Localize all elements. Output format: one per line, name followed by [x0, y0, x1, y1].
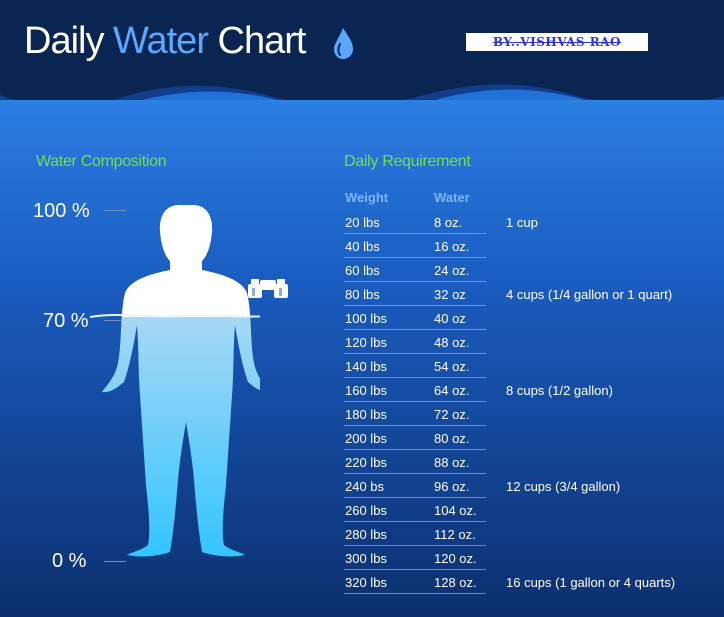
row-divider [344, 569, 486, 570]
level-70: 70 % [43, 310, 89, 332]
level-100-tick [104, 210, 126, 211]
water-cell: 104 oz. [434, 503, 477, 518]
water-cell: 64 oz. [434, 383, 470, 398]
weight-cell: 240 bs [345, 479, 385, 494]
page-title: Daily Water Chart [24, 20, 307, 63]
row-divider [344, 425, 486, 426]
title-part-water: Water [113, 20, 209, 62]
row-divider [344, 233, 486, 234]
binoculars-icon [248, 279, 288, 298]
weight-cell: 220 lbs [345, 455, 387, 470]
row-divider [344, 305, 486, 306]
row-divider [344, 473, 486, 474]
row-divider [344, 593, 486, 594]
weight-cell: 140 lbs [345, 359, 387, 374]
composition-title: Water Composition [36, 153, 167, 170]
requirement-title: Daily Requirement [344, 153, 471, 170]
row-divider [344, 497, 486, 498]
row-divider [344, 281, 486, 282]
table-row: 20 lbs 8 oz. 1 cup [344, 210, 724, 234]
row-divider [344, 353, 486, 354]
table-row: 100 lbs 40 oz [344, 306, 724, 330]
table-row: 140 lbs 54 oz. [344, 354, 724, 378]
weight-cell: 20 lbs [345, 215, 380, 230]
table-row: 240 bs 96 oz. 12 cups (3/4 gallon) [344, 474, 724, 498]
level-0-tick [104, 561, 126, 562]
row-divider [344, 377, 486, 378]
level-100: 100 % [33, 200, 90, 222]
weight-cell: 320 lbs [345, 575, 387, 590]
weight-cell: 200 lbs [345, 431, 387, 446]
water-cell: 88 oz. [434, 455, 470, 470]
table-row: 40 lbs 16 oz. [344, 234, 724, 258]
water-cell: 112 oz. [434, 527, 476, 542]
requirement-table: 20 lbs 8 oz. 1 cup 40 lbs 16 oz. 60 lbs 24 o… [344, 210, 724, 594]
water-cell: 72 oz. [434, 407, 470, 422]
row-divider [344, 401, 486, 402]
table-row: 260 lbs 104 oz. [344, 498, 724, 522]
weight-cell: 80 lbs [345, 287, 380, 302]
table-row: 180 lbs 72 oz. [344, 402, 724, 426]
table-row: 300 lbs 120 oz. [344, 546, 724, 570]
table-row: 160 lbs 64 oz. 8 cups (1/2 gallon) [344, 378, 724, 402]
title-part-chart: Chart [217, 20, 307, 62]
weight-cell: 260 lbs [345, 503, 387, 518]
water-cell: 120 oz. [434, 551, 477, 566]
weight-cell: 180 lbs [345, 407, 387, 422]
water-cell: 80 oz. [434, 431, 470, 446]
water-cell: 48 oz. [434, 335, 470, 350]
row-divider [344, 545, 486, 546]
row-divider [344, 257, 486, 258]
table-row: 120 lbs 48 oz. [344, 330, 724, 354]
table-row: 280 lbs 112 oz. [344, 522, 724, 546]
weight-cell: 300 lbs [345, 551, 387, 566]
weight-cell: 100 lbs [345, 311, 387, 326]
weight-cell: 160 lbs [345, 383, 387, 398]
water-cell: 24 oz. [434, 263, 470, 278]
title-part-daily: Daily [24, 20, 104, 62]
note-cell: 16 cups (1 gallon or 4 quarts) [506, 575, 676, 590]
level-70-tick [104, 320, 126, 321]
water-cell: 32 oz [434, 287, 466, 302]
human-body-icon [90, 205, 260, 557]
table-row: 200 lbs 80 oz. [344, 426, 724, 450]
row-divider [344, 521, 486, 522]
water-cell: 8 oz. [434, 215, 463, 230]
table-row: 80 lbs 32 oz 4 cups (1/4 gallon or 1 quart… [344, 282, 724, 306]
water-cell: 54 oz. [434, 359, 470, 374]
table-row: 220 lbs 88 oz. [344, 450, 724, 474]
water-cell: 40 oz [434, 311, 466, 326]
water-drop-icon [332, 26, 354, 65]
note-cell: 8 cups (1/2 gallon) [506, 383, 613, 398]
col-weight-header: Weight [345, 190, 389, 205]
note-cell: 12 cups (3/4 gallon) [506, 479, 621, 494]
weight-cell: 40 lbs [345, 239, 380, 254]
weight-cell: 280 lbs [345, 527, 387, 542]
water-cell: 16 oz. [434, 239, 470, 254]
weight-cell: 120 lbs [345, 335, 387, 350]
author-credit: BY..VISHVAS RAO [466, 33, 648, 51]
note-cell: 4 cups (1/4 gallon or 1 quart) [506, 287, 673, 302]
table-row: 320 lbs 128 oz. 16 cups (1 gallon or 4 qua… [344, 570, 724, 594]
level-0: 0 % [52, 550, 87, 572]
table-row: 60 lbs 24 oz. [344, 258, 724, 282]
row-divider [344, 329, 486, 330]
water-cell: 96 oz. [434, 479, 470, 494]
row-divider [344, 449, 486, 450]
col-water-header: Water [434, 190, 470, 205]
weight-cell: 60 lbs [345, 263, 380, 278]
water-cell: 128 oz. [434, 575, 477, 590]
note-cell: 1 cup [506, 215, 538, 230]
